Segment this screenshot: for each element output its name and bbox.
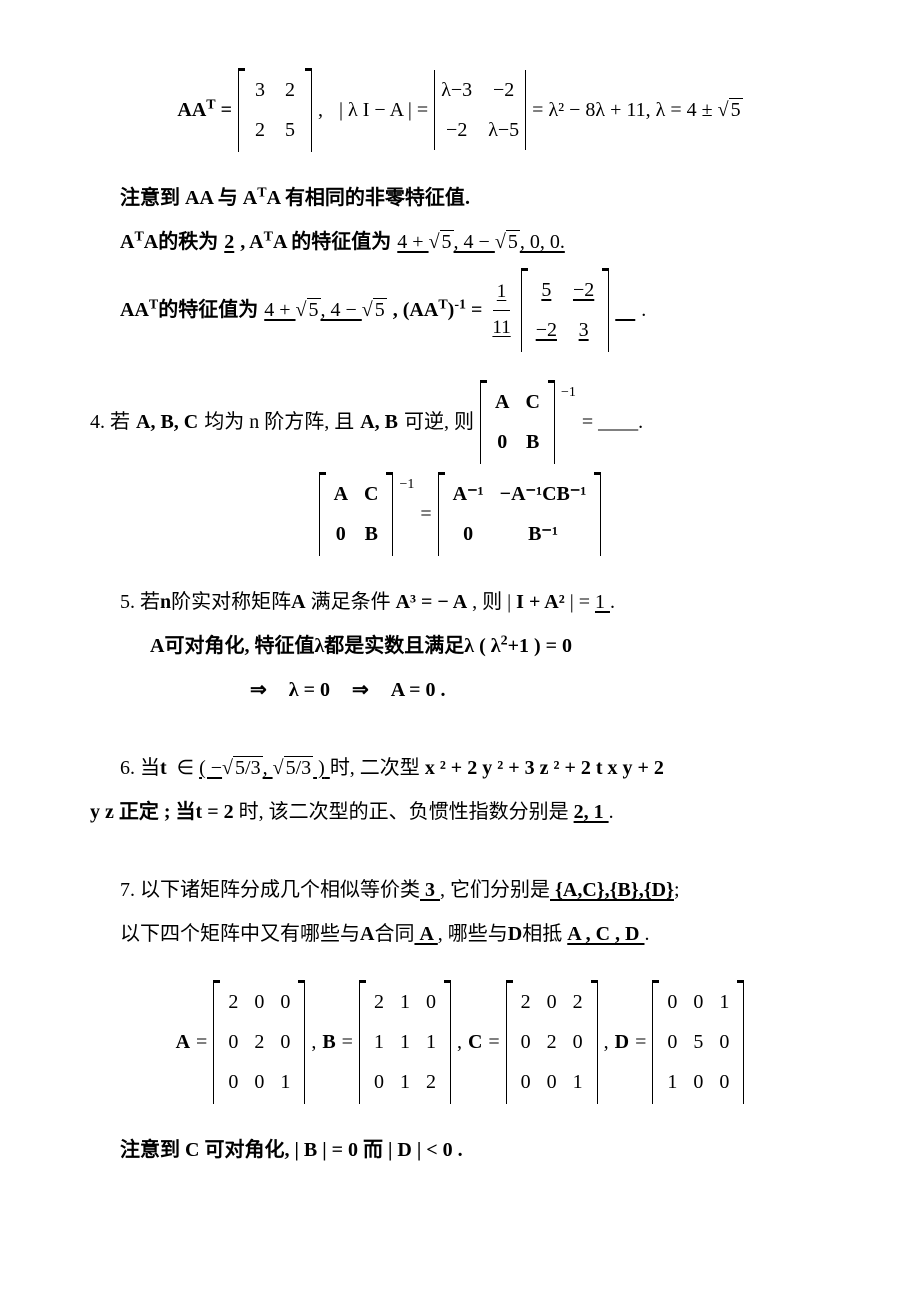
char-result: = λ² − 8λ + 11, λ = 4 ± 5	[532, 92, 742, 128]
q7-note: 注意到 C 可对角化, | B | = 0 而 | D | < 0 .	[80, 1132, 840, 1168]
q5-answer: 1	[595, 591, 610, 613]
note-aa-ata: 注意到 AA 与 ATA 有相同的非零特征值.	[80, 180, 840, 216]
q4-answer: AC 0B −1 = A⁻¹−A⁻¹CB⁻¹ 0B⁻¹	[80, 472, 840, 556]
comma: ,	[318, 92, 333, 128]
ata-eig-value: 4 + 5, 4 − 5, 0, 0.	[397, 224, 565, 260]
matrix-aat: 32 25	[238, 68, 312, 152]
question-6: 6. 当t ∈ ( −5/3, 5/3 ) 时, 二次型 x ² + 2 y ²…	[80, 750, 840, 786]
aat-eig-inv: AAT的特征值为 4 + 5, 4 − 5 , (AAT)-1 = 111 5−…	[80, 268, 840, 352]
determinant-char: λ−3−2 −2λ−5	[434, 70, 526, 150]
label-aat: AAT =	[177, 92, 232, 128]
q5-explain-2: ⇒ λ = 0 ⇒ A = 0 .	[80, 672, 840, 708]
question-4: 4. 若 A, B, C 均为 n 阶方阵, 且 A, B 可逆, 则 AC 0…	[80, 380, 840, 464]
equation-aat: AAT = 32 25 , | λ I − A | = λ−3−2 −2λ−5 …	[80, 68, 840, 152]
q6-line2: y z 正定 ; 当t = 2 时, 该二次型的正、负惯性指数分别是 2, 1 …	[80, 794, 840, 830]
q7-classes: 3	[420, 879, 440, 901]
ata-rank-value: 2	[224, 224, 234, 260]
char-label: | λ I − A | =	[339, 92, 428, 128]
q7-matrices: A = 200 020 001 , B = 210 111 012 , C = …	[80, 980, 840, 1104]
q7-line2: 以下四个矩阵中又有哪些与A合同 A , 哪些与D相抵 A , C , D .	[80, 916, 840, 952]
q6-inertia: 2, 1	[574, 801, 609, 823]
ata-rank-eig: ATA的秩为 2 , ATA 的特征值为 4 + 5, 4 − 5, 0, 0.	[80, 224, 840, 260]
question-7: 7. 以下诸矩阵分成几个相似等价类 3 , 它们分别是 {A,C},{B},{D…	[80, 872, 840, 908]
q7-class-list: {A,C},{B},{D}	[550, 879, 674, 901]
q6-range: ( −5/3, 5/3 )	[199, 757, 330, 779]
q7-congruent: A	[414, 923, 437, 945]
aat-inverse: 111 5−2 −23	[488, 268, 635, 352]
question-5: 5. 若n阶实对称矩阵A 满足条件 A³ = − A , 则 | I + A² …	[80, 584, 840, 620]
aat-eig-value: 4 + 5, 4 − 5	[264, 292, 387, 328]
q7-equiv: A , C , D	[567, 923, 644, 945]
q5-explain-1: A可对角化, 特征值λ都是实数且满足λ ( λ2+1 ) = 0	[80, 628, 840, 664]
